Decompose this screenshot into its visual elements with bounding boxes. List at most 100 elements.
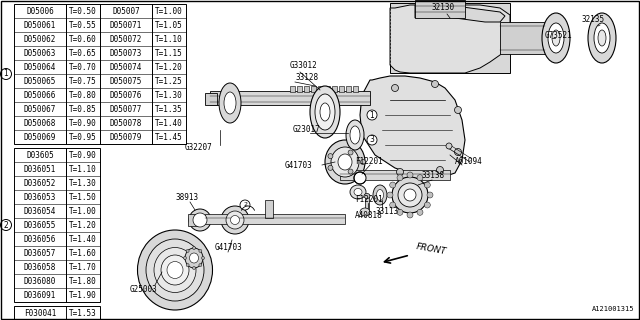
Circle shape: [1, 220, 12, 230]
Text: T=1.50: T=1.50: [69, 193, 97, 202]
Ellipse shape: [240, 200, 250, 210]
Text: T=1.53: T=1.53: [69, 308, 97, 317]
Bar: [318, 86, 323, 92]
Ellipse shape: [424, 182, 430, 188]
Text: T=1.30: T=1.30: [69, 179, 97, 188]
Ellipse shape: [360, 208, 370, 216]
Text: T=0.85: T=0.85: [69, 105, 97, 114]
Ellipse shape: [338, 154, 352, 170]
Ellipse shape: [193, 246, 195, 250]
Ellipse shape: [397, 169, 403, 175]
Text: D036054: D036054: [24, 206, 56, 215]
Text: D050079: D050079: [110, 132, 142, 141]
Text: D050065: D050065: [24, 76, 56, 85]
Ellipse shape: [436, 166, 444, 173]
Ellipse shape: [328, 165, 333, 170]
Text: G73521: G73521: [545, 30, 573, 39]
Text: F12201: F12201: [355, 196, 383, 204]
Ellipse shape: [552, 30, 560, 46]
Bar: [500, 22, 545, 54]
Ellipse shape: [219, 83, 241, 123]
Ellipse shape: [346, 120, 364, 150]
Text: D050063: D050063: [24, 49, 56, 58]
Text: T=0.95: T=0.95: [69, 132, 97, 141]
Text: G25003: G25003: [130, 285, 157, 294]
Ellipse shape: [328, 154, 333, 159]
Text: D050067: D050067: [24, 105, 56, 114]
Bar: [14, 148, 100, 302]
Ellipse shape: [161, 255, 189, 285]
Bar: [353, 86, 358, 92]
Ellipse shape: [224, 92, 236, 114]
Bar: [332, 86, 337, 92]
Text: 2: 2: [4, 220, 8, 229]
Ellipse shape: [354, 172, 366, 184]
Ellipse shape: [588, 13, 616, 63]
Text: A40818: A40818: [355, 211, 383, 220]
Text: G23017: G23017: [293, 125, 321, 134]
Text: T=1.40: T=1.40: [69, 235, 97, 244]
Bar: [346, 86, 351, 92]
Text: D050062: D050062: [24, 35, 56, 44]
Text: T=0.60: T=0.60: [69, 35, 97, 44]
Ellipse shape: [417, 209, 423, 215]
Ellipse shape: [598, 30, 606, 46]
Ellipse shape: [331, 147, 359, 177]
Text: T=1.45: T=1.45: [155, 132, 183, 141]
Text: D050073: D050073: [110, 49, 142, 58]
Text: D036080: D036080: [24, 276, 56, 285]
Text: G33012: G33012: [290, 60, 317, 69]
Text: T=1.35: T=1.35: [155, 105, 183, 114]
Text: D036056: D036056: [24, 235, 56, 244]
Ellipse shape: [417, 175, 423, 181]
Text: T=1.80: T=1.80: [69, 276, 97, 285]
Ellipse shape: [424, 202, 430, 208]
Ellipse shape: [427, 192, 433, 198]
Text: 33138: 33138: [422, 171, 445, 180]
Ellipse shape: [154, 247, 196, 292]
Ellipse shape: [186, 249, 189, 252]
Text: D050061: D050061: [24, 20, 56, 29]
Text: A121001315: A121001315: [591, 306, 634, 312]
Text: D050077: D050077: [110, 105, 142, 114]
Bar: [14, 4, 186, 144]
Ellipse shape: [193, 213, 207, 227]
Text: D050072: D050072: [110, 35, 142, 44]
Text: T=0.50: T=0.50: [69, 6, 97, 15]
Text: D05006: D05006: [26, 6, 54, 15]
Text: 1: 1: [4, 69, 8, 78]
Ellipse shape: [138, 230, 212, 310]
Bar: [415, 0, 465, 18]
Ellipse shape: [221, 206, 249, 234]
Text: F030041: F030041: [24, 308, 56, 317]
Ellipse shape: [397, 175, 403, 181]
Bar: [205, 214, 345, 224]
Polygon shape: [390, 5, 510, 73]
Text: T=1.15: T=1.15: [155, 49, 183, 58]
Ellipse shape: [325, 140, 365, 184]
Text: F12201: F12201: [355, 157, 383, 166]
Bar: [304, 86, 309, 92]
Text: T=1.05: T=1.05: [155, 20, 183, 29]
Bar: [14, 306, 100, 320]
Text: T=1.10: T=1.10: [155, 35, 183, 44]
Text: T=1.20: T=1.20: [69, 220, 97, 229]
Text: G32207: G32207: [185, 143, 212, 153]
Text: T=1.70: T=1.70: [69, 262, 97, 271]
Text: D036053: D036053: [24, 193, 56, 202]
Text: 1: 1: [370, 110, 374, 119]
Text: T=1.40: T=1.40: [155, 118, 183, 127]
Text: D036091: D036091: [24, 291, 56, 300]
Text: T=1.20: T=1.20: [155, 62, 183, 71]
Polygon shape: [415, 2, 505, 22]
Text: 33128: 33128: [295, 74, 318, 83]
Ellipse shape: [404, 189, 416, 201]
Text: T=1.60: T=1.60: [69, 249, 97, 258]
Ellipse shape: [373, 185, 387, 205]
Text: D036052: D036052: [24, 179, 56, 188]
Ellipse shape: [202, 257, 205, 260]
Text: D036051: D036051: [24, 164, 56, 173]
Ellipse shape: [364, 194, 370, 198]
Text: T=1.10: T=1.10: [69, 164, 97, 173]
Ellipse shape: [193, 267, 195, 269]
